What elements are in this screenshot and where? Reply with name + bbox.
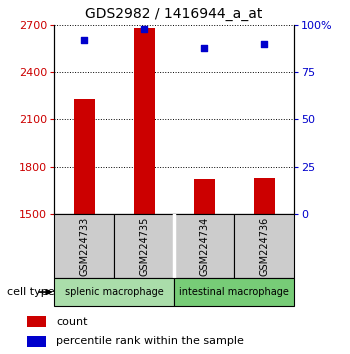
Bar xyxy=(74,99,95,214)
Text: intestinal macrophage: intestinal macrophage xyxy=(179,287,289,297)
Point xyxy=(261,41,267,46)
Text: GSM224733: GSM224733 xyxy=(79,216,89,276)
Point xyxy=(82,37,87,43)
Bar xyxy=(134,28,155,214)
Bar xyxy=(114,214,174,278)
Bar xyxy=(234,214,294,278)
Text: cell type: cell type xyxy=(7,287,55,297)
Text: splenic macrophage: splenic macrophage xyxy=(65,287,163,297)
Bar xyxy=(174,278,294,306)
Bar xyxy=(54,278,174,306)
Text: GSM224735: GSM224735 xyxy=(139,216,149,276)
Text: count: count xyxy=(56,316,88,327)
Bar xyxy=(27,316,47,327)
Text: GSM224734: GSM224734 xyxy=(199,216,209,276)
Bar xyxy=(27,336,47,347)
Bar xyxy=(253,178,274,214)
Text: percentile rank within the sample: percentile rank within the sample xyxy=(56,336,244,346)
Bar xyxy=(54,214,114,278)
Bar xyxy=(194,179,215,214)
Bar xyxy=(174,214,234,278)
Title: GDS2982 / 1416944_a_at: GDS2982 / 1416944_a_at xyxy=(85,7,263,21)
Point xyxy=(201,45,207,50)
Point xyxy=(141,26,147,32)
Text: GSM224736: GSM224736 xyxy=(259,216,269,276)
